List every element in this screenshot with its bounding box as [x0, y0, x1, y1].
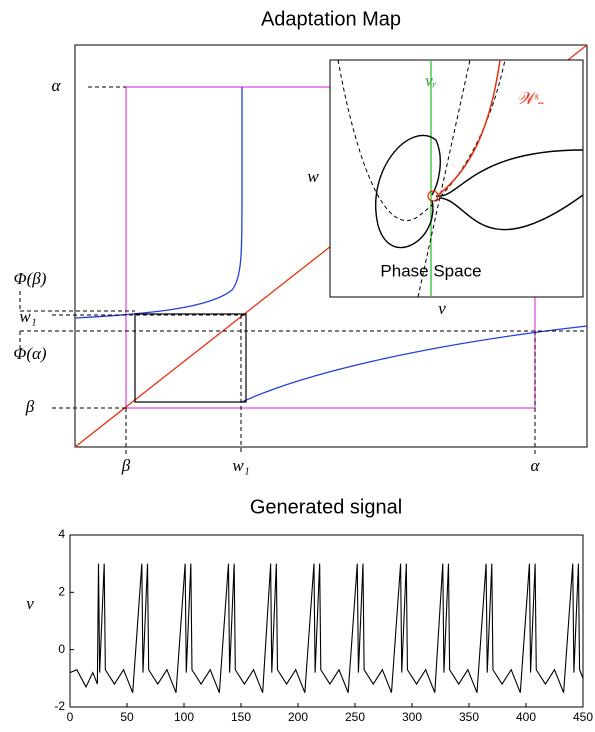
x-tick-label: 150 — [231, 710, 251, 724]
y-tick-label: -2 — [54, 699, 65, 713]
x-tick-label: 450 — [573, 710, 593, 724]
lower-branch — [241, 325, 588, 403]
y-tick-label: 4 — [58, 527, 65, 541]
label: β — [25, 397, 35, 416]
map-title: Adaptation Map — [261, 8, 401, 30]
chart-title: Generated signal — [250, 496, 402, 518]
signal-line — [69, 563, 584, 693]
cobweb-box — [134, 313, 247, 403]
label: w — [307, 167, 319, 186]
label: α — [52, 76, 62, 95]
fixed-point — [427, 190, 439, 202]
trajectories — [375, 134, 584, 249]
label: vᵣ — [425, 71, 437, 90]
y-axis-label: v — [26, 594, 34, 613]
x-tick-label: 300 — [402, 710, 422, 724]
signal-chart: Generated signal t v 0501001502002503003… — [26, 496, 593, 724]
inset: vᵣ 𝒲ˢ₋ w v Phase Space — [307, 59, 584, 318]
x-tick-label: 350 — [459, 710, 479, 724]
label: w₁ — [19, 307, 36, 326]
label: Φ(α) — [13, 344, 47, 363]
x-tick-label: 250 — [345, 710, 365, 724]
x-tick-label: 50 — [120, 710, 134, 724]
label: 𝒲ˢ₋ — [516, 89, 543, 108]
guide-lines — [19, 86, 587, 455]
y-tick-label: 2 — [58, 585, 65, 599]
plot-frame — [69, 534, 584, 708]
x-tick-label: 0 — [67, 710, 74, 724]
stable-manifold — [437, 59, 501, 196]
adaptation-map: Adaptation Map α Φ(β) w₁ Φ(α) β β w₁ α v… — [13, 8, 588, 475]
y-tick-label: 0 — [58, 642, 65, 656]
label: w₁ — [232, 456, 249, 475]
label: α — [531, 456, 541, 475]
upper-branch — [74, 87, 243, 319]
label: β — [121, 456, 131, 475]
x-tick-label: 400 — [516, 710, 536, 724]
inset-frame — [329, 59, 584, 298]
map-frame — [74, 44, 588, 448]
w-nullcline — [417, 59, 471, 298]
label: Phase Space — [380, 261, 481, 280]
x-tick-label: 200 — [288, 710, 308, 724]
x-tick-label: 100 — [174, 710, 194, 724]
label: v — [438, 299, 446, 318]
label: Φ(β) — [14, 269, 47, 288]
